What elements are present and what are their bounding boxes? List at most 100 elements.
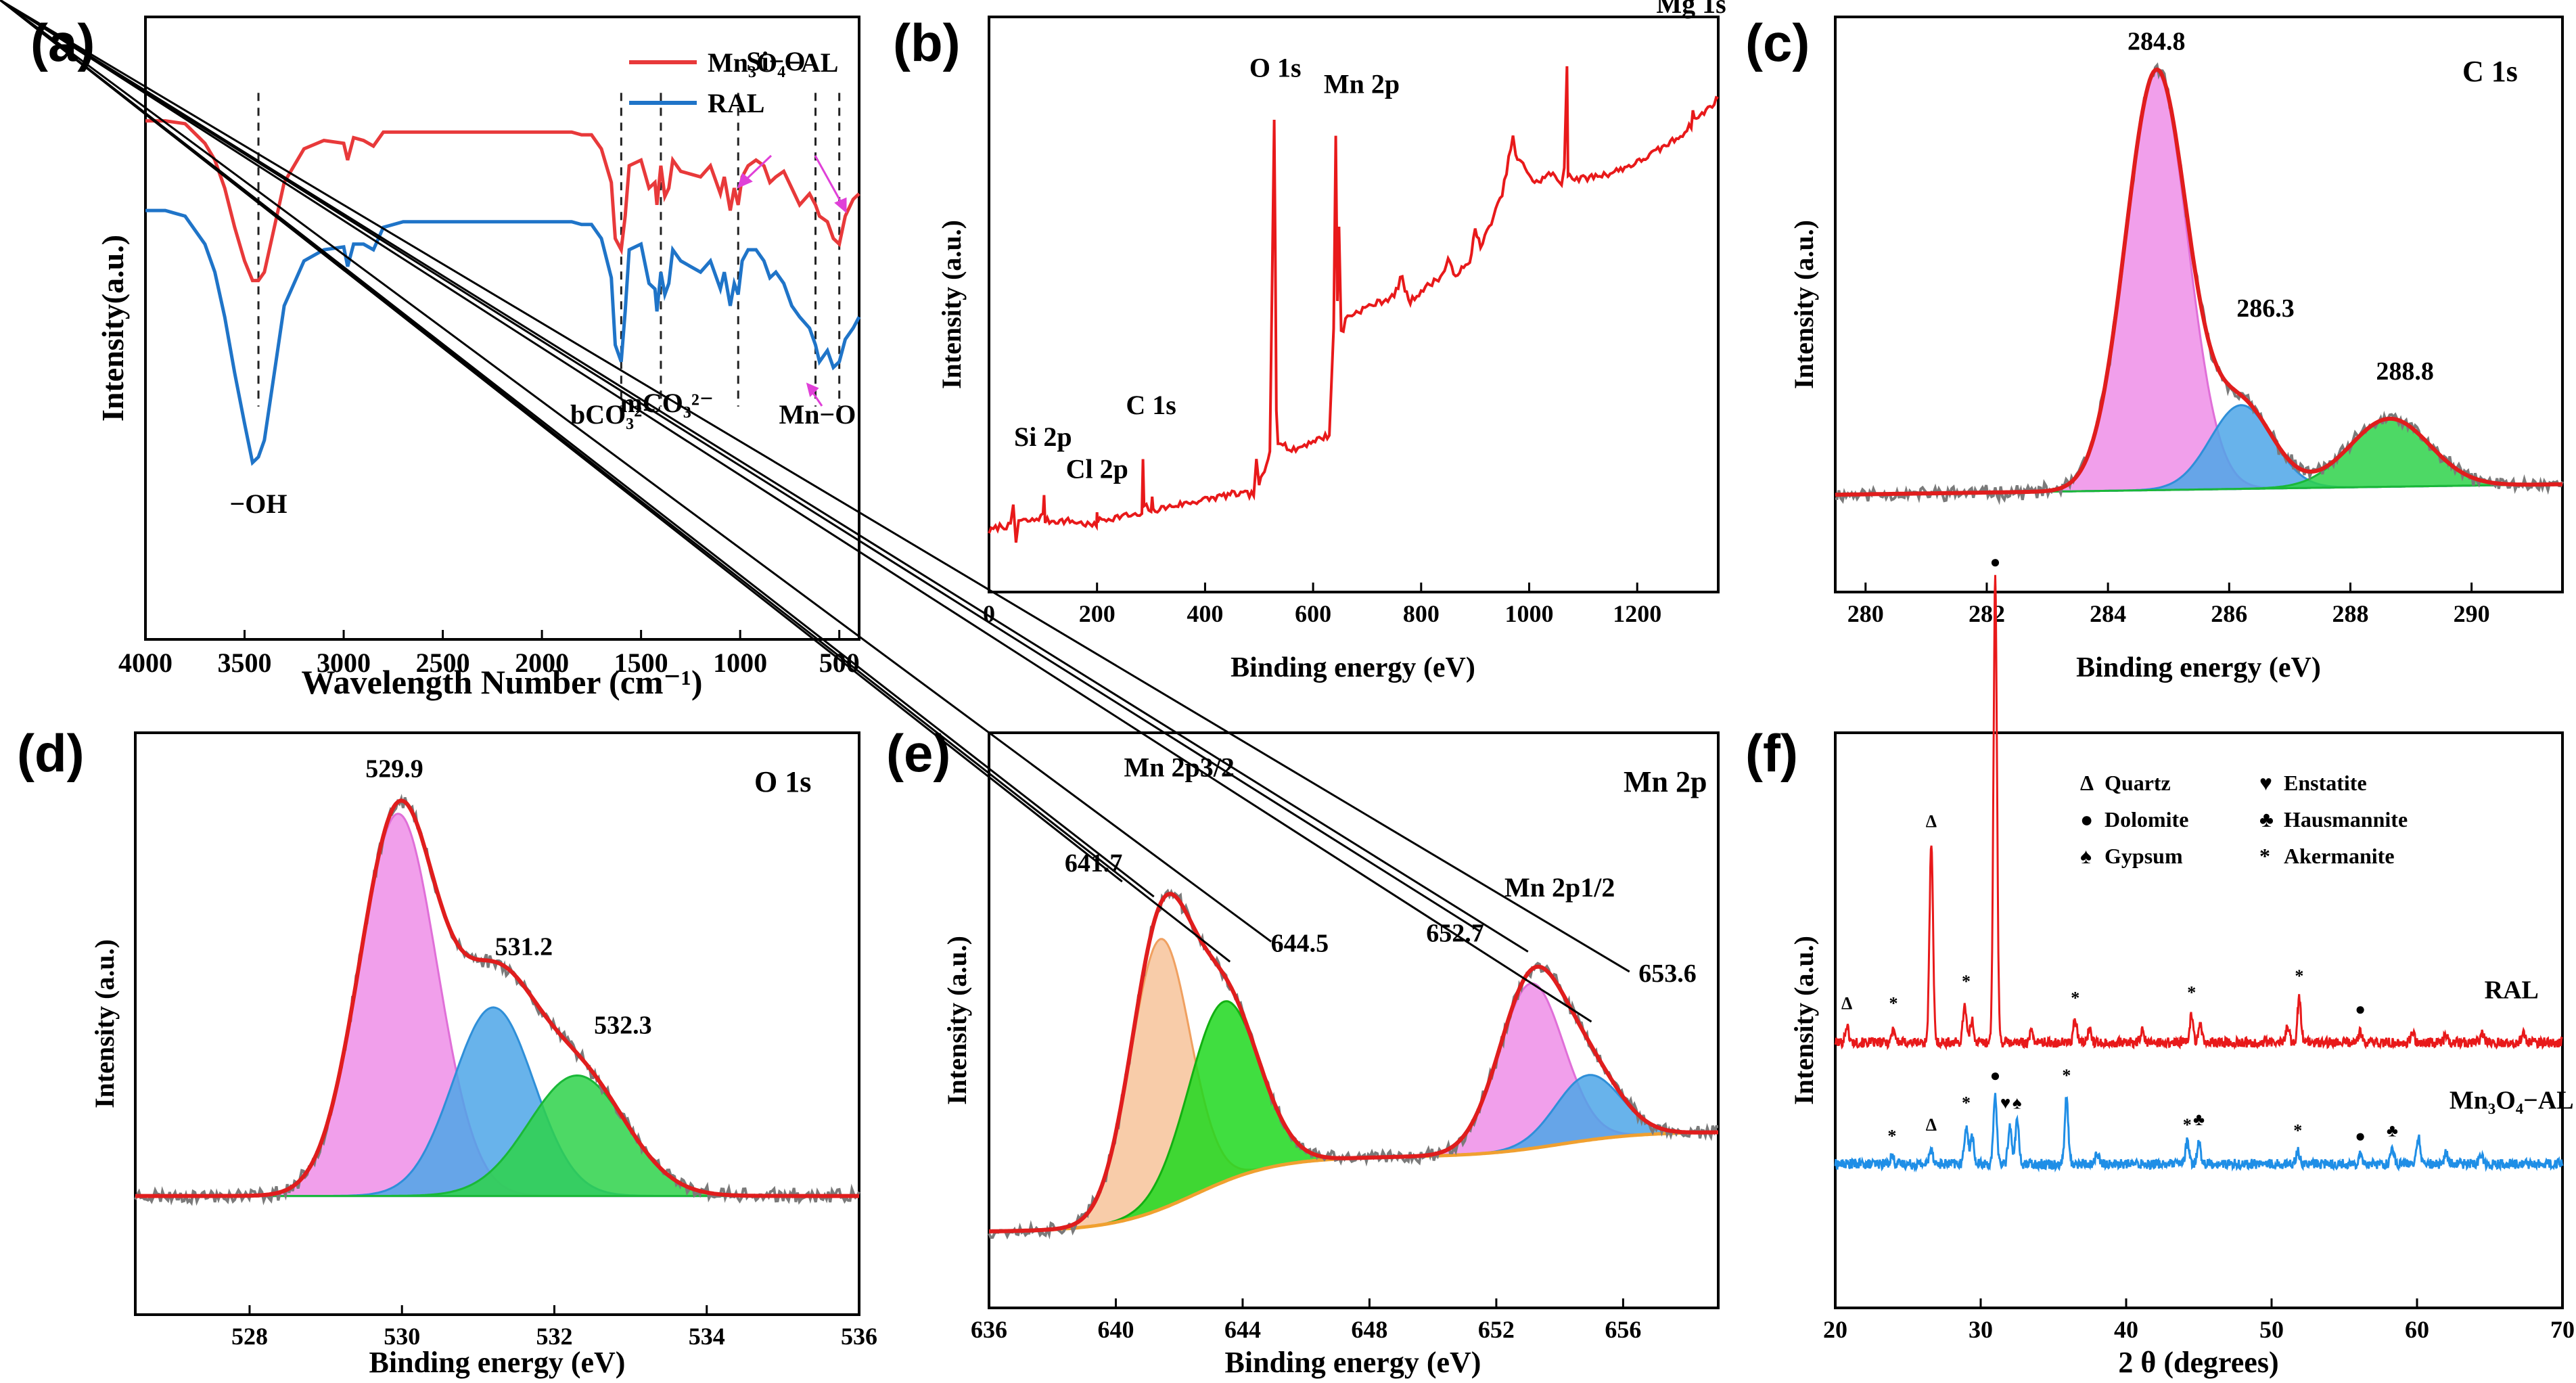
panel-a-annotation-si-o: Si−O	[746, 46, 805, 76]
panel-b-annotation-na-1s: Na 1s	[1535, 0, 1598, 3]
panel-c-title: C 1s	[2462, 55, 2518, 88]
panel-b-xlabel: Binding energy (eV)	[1230, 652, 1475, 683]
panel-a-xtick-label: 3000	[317, 648, 371, 678]
panel-f-legend-symbol-hausmannite: ♣	[2259, 807, 2274, 832]
panel-e: (e) Mn 2p Intensity (a.u.) Binding energ…	[0, 0, 1720, 1379]
panel-e-annotations: Mn 2p3/2 Mn 2p1/2	[1124, 752, 1615, 903]
panel-f-xtick-label: 50	[2259, 1316, 2284, 1343]
panel-f-xtick-label: 40	[2114, 1316, 2138, 1343]
panel-e-label: (e)	[886, 723, 950, 783]
panel-e-arrow	[0, 0, 1231, 963]
panel-a-legend-label-mn3o4-al: Mn₃O₄−AL	[708, 47, 838, 78]
panel-f-phase-marker: *	[2187, 982, 2196, 1002]
panel-a-xlabel: Wavelength Number (cm⁻¹)	[301, 663, 702, 701]
panel-f-phase-marker: ♥	[2000, 1093, 2010, 1113]
panel-d-frame	[134, 731, 860, 1316]
panel-e-peaks	[989, 938, 1718, 1233]
panel-a-ylabel: Intensity(a.u.)	[95, 235, 130, 422]
panel-f-phase-marker: *	[1962, 972, 1971, 991]
panel-f-phase-marker: *	[2183, 1115, 2192, 1135]
panel-f-legend-symbol-gypsum: ♠	[2080, 844, 2092, 868]
panel-f-ticks: 20 30 40 50 60 70	[1823, 1298, 2575, 1343]
panel-f-ylabel: Intensity (a.u.)	[1789, 936, 1819, 1105]
panel-f-series-label-ral: RAL	[2485, 976, 2539, 1004]
panel-e-arrow	[0, 0, 1481, 933]
panel-a-frame	[144, 16, 860, 641]
panel-e-annotation-mn-2p3-2: Mn 2p3/2	[1124, 752, 1235, 783]
panel-b-ticks: 0 200 400 600 800 1000 1200	[983, 583, 1661, 627]
panel-a-annotation-oh: −OH	[230, 489, 288, 519]
panel-f-xtick-label: 60	[2405, 1316, 2429, 1343]
panel-e-xtick-label: 636	[971, 1316, 1007, 1343]
panel-d-xtick-label: 532	[536, 1323, 572, 1350]
panel-a-legend-label-ral: RAL	[708, 88, 764, 118]
panel-f-series-labels: RAL Mn₃O₄−AL	[2450, 976, 2574, 1114]
panel-b-label: (b)	[893, 13, 961, 72]
panel-a-xtick-label: 2500	[416, 648, 470, 678]
panel-a-dashes	[257, 93, 841, 407]
panel-e-raw-data	[988, 888, 1719, 1240]
panel-e-title: Mn 2p	[1624, 765, 1707, 798]
panel-c-label: (c)	[1745, 13, 1810, 72]
panel-e-arrow	[0, 0, 1272, 943]
panel-e-frame	[988, 731, 1720, 1309]
panel-e-xtick-label: 656	[1605, 1316, 1641, 1343]
panel-d-peaks	[135, 813, 859, 1198]
panel-c-peak-label-288-8: 288.8	[2376, 357, 2434, 386]
panel-c-xtick-label: 284	[2090, 600, 2126, 627]
panel-f-phase-marker: *	[1887, 1127, 1896, 1146]
panel-d-envelope	[135, 798, 859, 1198]
panel-d-peak-labels: 529.9 531.2 532.3	[365, 754, 651, 1039]
panel-a-xtick-label: 4000	[118, 648, 172, 678]
panel-f-legend-symbol-enstatite: ♥	[2259, 771, 2272, 795]
panel-b-frame	[988, 16, 1720, 593]
panel-c-ticks: 280 282 284 286 288 290	[1847, 583, 2490, 627]
panel-f-phase-marker: ●	[1990, 1066, 2001, 1085]
panel-f-frame	[1834, 731, 2564, 1309]
panel-a-series-mn3o4-al	[145, 119, 860, 283]
panel-b-xtick-label: 1200	[1613, 600, 1661, 627]
panel-b-annotation-o-1s: O 1s	[1249, 53, 1302, 83]
panel-e-xtick-label: 644	[1224, 1316, 1261, 1343]
panel-d-peak-532-3	[135, 1074, 859, 1198]
panel-b-xtick-label: 400	[1187, 600, 1223, 627]
panel-f-phase-marker: Δ	[1841, 994, 1852, 1014]
panel-d-xtick-label: 534	[689, 1323, 725, 1350]
panel-a-xtick-label: 3500	[218, 648, 272, 678]
panel-f-legend-label-akermanite: Akermanite	[2284, 844, 2395, 868]
panel-c-xtick-label: 286	[2211, 600, 2247, 627]
panel-d-xtick-label: 528	[231, 1323, 268, 1350]
panel-e-ticks: 636 640 644 648 652 656	[971, 1298, 1641, 1343]
panel-a-annotation-mn-o: Mn−O	[779, 399, 856, 430]
panel-f-markers: Δ *Δ*●* **●*Δ*●♥ ♠** ♣* ● ♣	[1841, 552, 2398, 1146]
panel-f-legend-label-hausmannite: Hausmannite	[2284, 807, 2408, 832]
panel-f-phase-marker: *	[1962, 1093, 1971, 1113]
panel-f-series-label-mn-o-al: Mn₃O₄−AL	[2450, 1087, 2574, 1115]
panel-e-xtick-label: 652	[1478, 1316, 1515, 1343]
panel-c-xlabel: Binding energy (eV)	[2076, 652, 2321, 683]
panel-f-xlabel: 2 θ (degrees)	[2118, 1346, 2278, 1379]
panel-d-title: O 1s	[754, 765, 811, 798]
panel-b-annotation-mg-1s: Mg 1s	[1656, 0, 1726, 19]
panel-b-xtick-label: 600	[1295, 600, 1331, 627]
panel-f-legend-label-enstatite: Enstatite	[2284, 771, 2367, 795]
panel-a-xtick-label: 1000	[713, 648, 767, 678]
panel-e-envelope	[989, 892, 1718, 1233]
panel-e-peak-label-644-5: 644.5	[1271, 930, 1329, 958]
panel-f-phase-marker: *	[2295, 966, 2303, 986]
panel-e-peak-label-653-6: 653.6	[1638, 959, 1697, 988]
panel-e-peak-label-641-7: 641.7	[1065, 849, 1123, 878]
panel-b-xtick-label: 800	[1403, 600, 1440, 627]
panel-e-arrow	[0, 0, 1630, 973]
panel-a-annotation-mco: mCO₃²⁻	[620, 388, 714, 418]
panel-d-peak-label-529-9: 529.9	[365, 754, 423, 783]
panel-f-phase-marker: *	[2071, 989, 2079, 1008]
panel-f: (f) Intensity (a.u.) 2 θ (degrees) 20 30 4…	[1745, 552, 2575, 1379]
panel-f-xtick-label: 70	[2550, 1316, 2575, 1343]
panel-f-legend-symbol-quartz: Δ	[2080, 771, 2094, 795]
panel-d-ticks: 528 530 532 534 536	[231, 1305, 877, 1350]
panel-f-legend-symbol-akermanite: *	[2259, 844, 2270, 868]
